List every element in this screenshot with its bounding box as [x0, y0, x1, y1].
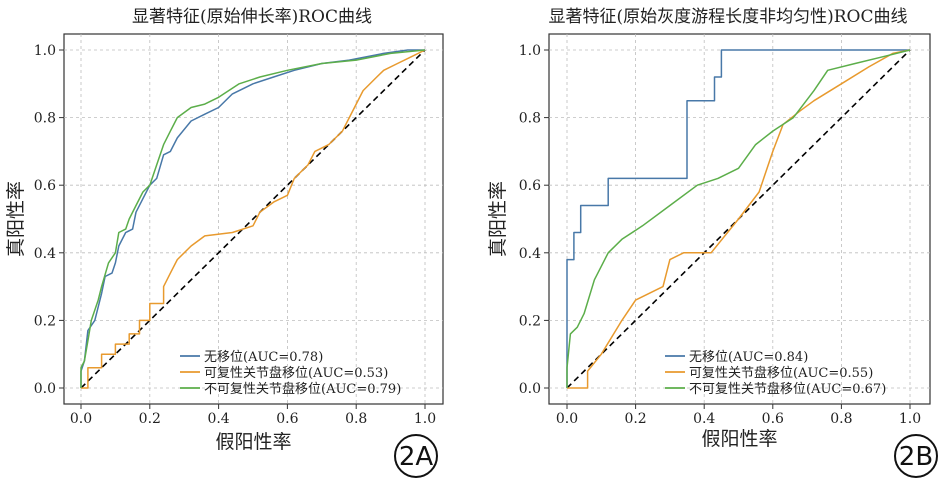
panel-2a-tag: 2A — [394, 434, 438, 478]
panel-2b-ylabel: 真阳性率 — [487, 181, 509, 257]
panel-2b-roc-curve-3 — [566, 49, 911, 388]
panel-2a-chance-diagonal — [80, 49, 426, 389]
panel-2a-tag-circle — [394, 434, 438, 478]
panel-2a-ylabel: 真阳性率 — [5, 181, 27, 257]
panel-2a-ytick-label: 0.0 — [34, 381, 56, 397]
panel-2b-xtick-label: 0.4 — [693, 411, 715, 427]
panel-2a: 0.0 0.2 0.4 0.6 0.8 1.0 0.0 0.2 0.4 0.6 0.8 1.0 无移位(… — [5, 7, 444, 478]
panel-2b-xtick-label: 0.0 — [556, 411, 578, 427]
panel-2a-roc-curve-3 — [80, 49, 426, 388]
panel-2b-tag: 2B — [894, 434, 938, 478]
panel-2b-ytick-label: 0.6 — [519, 178, 541, 194]
panel-2a-ytick-label: 0.2 — [34, 313, 56, 329]
panel-2b: 0.0 0.2 0.4 0.6 0.8 1.0 0.0 0.2 0.4 0.6 0.8 1.0 无移位(… — [487, 7, 938, 478]
panel-2b-xtick-label: 1.0 — [899, 411, 921, 427]
panel-2a-ytick-label: 0.6 — [34, 178, 56, 194]
panel-2b-roc-curve-2 — [567, 49, 911, 389]
panel-2a-legend-label: 可复性关节盘移位(AUC=0.53) — [204, 365, 388, 381]
panel-2a-tag-label: 2A — [399, 442, 434, 472]
panel-2a-legend: 无移位(AUC=0.78)可复性关节盘移位(AUC=0.53)不可复性关节盘移位… — [180, 350, 401, 397]
panel-2b-ytick-label: 0.0 — [519, 381, 541, 397]
panel-2b-ytick-label: 0.4 — [519, 246, 541, 262]
panel-2b-roc-curve-1 — [566, 49, 910, 388]
panel-2a-roc-curve-2 — [81, 49, 426, 389]
panel-2b-ytick-label: 0.2 — [519, 313, 541, 329]
panel-2b-xlabel: 假阳性率 — [701, 428, 777, 450]
panel-2a-xtick-label: 0.4 — [207, 411, 229, 427]
panel-2a-ytick-label: 0.8 — [34, 111, 56, 127]
panel-2a-xtick-label: 0.0 — [70, 411, 92, 427]
panel-2b-legend-label: 无移位(AUC=0.84) — [689, 350, 808, 365]
panel-2b-xtick-label: 0.8 — [830, 411, 852, 427]
panel-2b-xtick-label: 0.2 — [624, 411, 646, 427]
panel-2b-ytick-label: 1.0 — [519, 43, 541, 59]
panel-2a-ytick-label: 0.4 — [34, 246, 56, 262]
panel-2b-ytick-label: 0.8 — [519, 111, 541, 127]
panel-2b-title: 显著特征(原始灰度游程长度非均匀性)ROC曲线 — [548, 7, 907, 27]
panel-2b-tag-label: 2B — [899, 442, 933, 472]
panel-2a-xtick-label: 0.6 — [276, 411, 298, 427]
panel-2a-ytick-label: 1.0 — [34, 43, 56, 59]
panel-2a-xtick-label: 0.8 — [345, 411, 367, 427]
panel-2a-roc-curve-1 — [80, 49, 425, 388]
panel-2b-xtick-label: 0.6 — [762, 411, 784, 427]
panel-2a-xtick-label: 1.0 — [414, 411, 436, 427]
panel-2a-legend-label: 无移位(AUC=0.78) — [204, 350, 323, 365]
panel-2a-title: 显著特征(原始伸长率)ROC曲线 — [132, 7, 372, 27]
panel-2b-legend-label: 可复性关节盘移位(AUC=0.55) — [689, 365, 873, 381]
panel-2b-legend-label: 不可复性关节盘移位(AUC=0.67) — [689, 381, 886, 397]
panel-2a-grid — [64, 34, 443, 404]
panel-2b-tag-circle — [894, 434, 938, 478]
panel-2a-legend-label: 不可复性关节盘移位(AUC=0.79) — [204, 381, 401, 397]
panel-2b-legend: 无移位(AUC=0.84)可复性关节盘移位(AUC=0.55)不可复性关节盘移位… — [665, 350, 886, 397]
panel-2a-xlabel: 假阳性率 — [215, 431, 291, 453]
panel-2a-xtick-label: 0.2 — [139, 411, 161, 427]
